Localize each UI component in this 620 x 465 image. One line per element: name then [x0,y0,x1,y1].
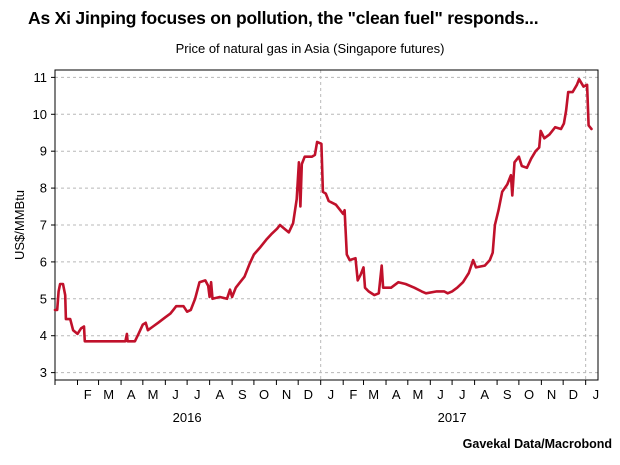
y-tick-label: 3 [40,365,47,380]
x-year-label: 2017 [438,410,467,425]
x-tick-label: J [172,387,179,402]
x-tick-label: J [194,387,201,402]
y-tick-label: 4 [40,328,47,343]
x-tick-label: F [349,387,357,402]
y-tick-label: 7 [40,218,47,233]
x-tick-label: N [547,387,556,402]
x-tick-label: A [392,387,401,402]
x-tick-label: M [368,387,379,402]
y-tick-label: 6 [40,254,47,269]
chart-subtitle: Price of natural gas in Asia (Singapore … [175,41,445,56]
x-tick-label: J [459,387,466,402]
x-tick-label: D [304,387,313,402]
x-tick-label: J [328,387,335,402]
x-tick-label: F [84,387,92,402]
y-axis-title: US$/MMBtu [12,190,27,260]
series [53,77,593,343]
x-tick-label: D [569,387,578,402]
series-line [53,77,593,343]
x-tick-label: A [215,387,224,402]
grid-lines [55,70,598,380]
x-tick-label: O [259,387,269,402]
x-tick-label: A [480,387,489,402]
x-tick-label: J [437,387,444,402]
source-note: Gavekal Data/Macrobond [462,437,612,451]
x-tick-label: S [238,387,247,402]
x-tick-label: M [148,387,159,402]
y-tick-label: 10 [33,107,47,122]
y-tick-label: 9 [40,144,47,159]
chart-title: As Xi Jinping focuses on pollution, the … [28,8,539,28]
y-tick-label: 5 [40,291,47,306]
x-tick-label: M [103,387,114,402]
x-tick-label: A [127,387,136,402]
x-tick-label: N [282,387,291,402]
x-tick-label: O [524,387,534,402]
y-tick-label: 8 [40,181,47,196]
y-tick-label: 11 [34,70,48,85]
x-tick-label: S [503,387,512,402]
x-year-label: 2016 [173,410,202,425]
x-tick-label: M [413,387,424,402]
x-tick-label: J [593,387,600,402]
